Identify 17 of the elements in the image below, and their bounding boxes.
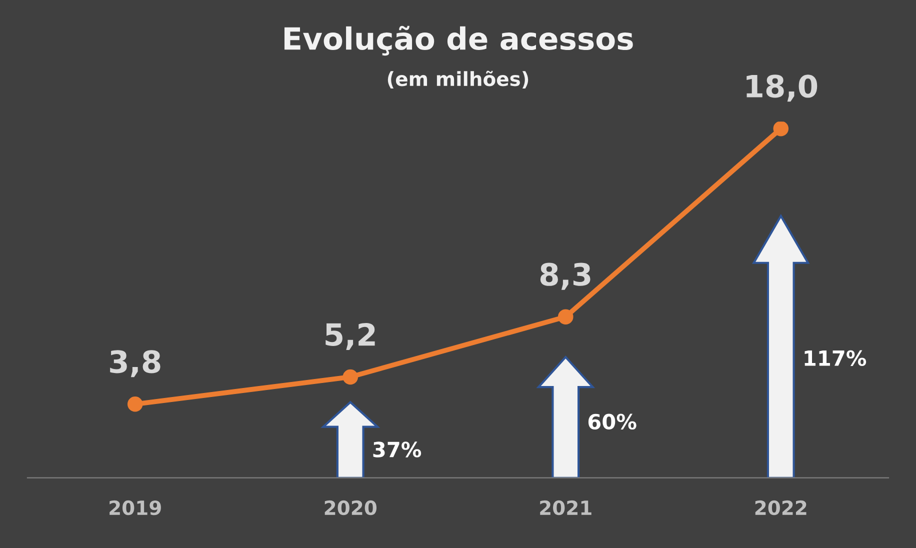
- point: [127, 396, 143, 412]
- text: 60%: [588, 414, 636, 430]
- point: [342, 369, 358, 385]
- text: 37%: [373, 442, 422, 458]
- x-tick-label: 2019: [110, 500, 161, 516]
- data-label: 3,8: [110, 350, 160, 378]
- annotation: 117%: [804, 350, 866, 366]
- point: [558, 309, 574, 324]
- data-label: 18,0: [746, 74, 818, 102]
- x-tick-label: 2022: [755, 500, 806, 516]
- x-tick-label: 2021: [540, 500, 592, 516]
- chart-title: Evolução de acessos: [284, 26, 633, 56]
- x-tick-label: 2020: [324, 500, 376, 516]
- data-label: 8,3: [540, 262, 590, 290]
- point: [773, 122, 789, 136]
- data-label: 5,2: [326, 322, 375, 350]
- chart-subtitle: (em milhões): [388, 70, 528, 88]
